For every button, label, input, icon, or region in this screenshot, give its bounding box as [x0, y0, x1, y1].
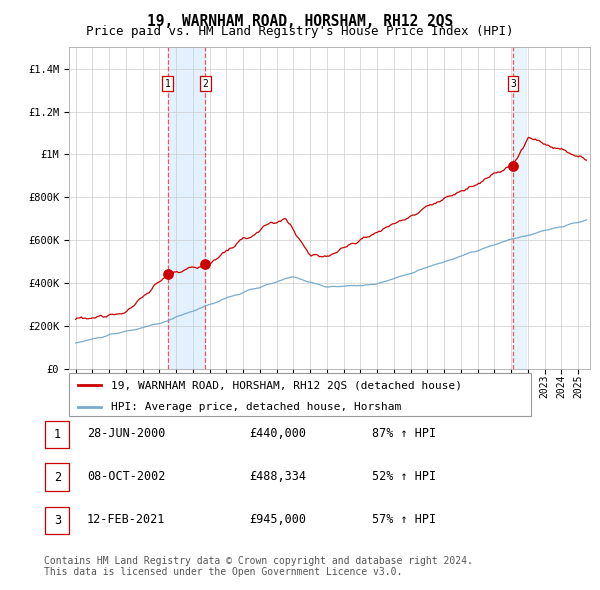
Text: 08-OCT-2002: 08-OCT-2002 — [87, 470, 166, 483]
Text: 1: 1 — [165, 78, 170, 88]
Bar — [513, 47, 526, 369]
Bar — [168, 47, 205, 369]
Text: 3: 3 — [510, 78, 516, 88]
Text: 2: 2 — [54, 470, 61, 484]
Point — [200, 260, 210, 269]
Text: HPI: Average price, detached house, Horsham: HPI: Average price, detached house, Hors… — [110, 402, 401, 412]
Text: £488,334: £488,334 — [249, 470, 306, 483]
Point — [163, 270, 173, 279]
Text: 57% ↑ HPI: 57% ↑ HPI — [372, 513, 436, 526]
Text: Price paid vs. HM Land Registry's House Price Index (HPI): Price paid vs. HM Land Registry's House … — [86, 25, 514, 38]
Text: 2: 2 — [202, 78, 208, 88]
Text: 1: 1 — [54, 428, 61, 441]
Text: 19, WARNHAM ROAD, HORSHAM, RH12 2QS (detached house): 19, WARNHAM ROAD, HORSHAM, RH12 2QS (det… — [110, 381, 461, 391]
Text: £440,000: £440,000 — [249, 427, 306, 440]
Text: 3: 3 — [54, 514, 61, 527]
Text: Contains HM Land Registry data © Crown copyright and database right 2024.
This d: Contains HM Land Registry data © Crown c… — [44, 556, 473, 578]
Text: 87% ↑ HPI: 87% ↑ HPI — [372, 427, 436, 440]
Point — [508, 162, 518, 171]
Text: 52% ↑ HPI: 52% ↑ HPI — [372, 470, 436, 483]
Text: £945,000: £945,000 — [249, 513, 306, 526]
Text: 19, WARNHAM ROAD, HORSHAM, RH12 2QS: 19, WARNHAM ROAD, HORSHAM, RH12 2QS — [147, 14, 453, 28]
Text: 28-JUN-2000: 28-JUN-2000 — [87, 427, 166, 440]
Text: 12-FEB-2021: 12-FEB-2021 — [87, 513, 166, 526]
